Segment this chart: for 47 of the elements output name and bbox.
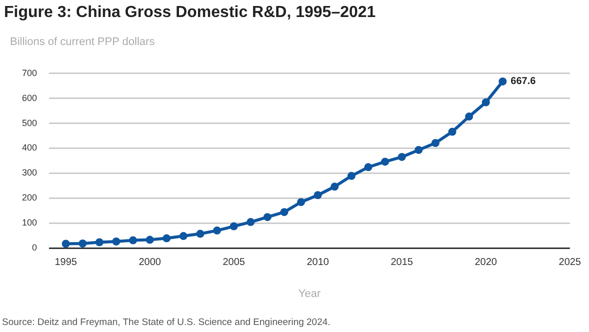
point xyxy=(280,208,288,216)
point xyxy=(498,77,507,86)
x-tick-label: 2005 xyxy=(222,256,246,268)
point xyxy=(414,146,423,154)
point xyxy=(95,238,104,246)
point xyxy=(330,182,339,191)
point xyxy=(347,172,356,180)
point xyxy=(112,238,120,246)
y-tick-label: 300 xyxy=(22,168,38,178)
y-tick-label: 600 xyxy=(22,92,38,103)
x-tick-label: 2010 xyxy=(306,256,330,268)
point xyxy=(314,191,322,200)
point xyxy=(381,158,390,166)
source-note: Source: Deitz and Freyman, The State of U.S. Science and Engineering 2024. xyxy=(2,317,330,328)
point xyxy=(465,112,474,121)
point xyxy=(78,240,87,248)
y-tick-label: 100 xyxy=(22,218,38,228)
point xyxy=(263,213,272,222)
y-tick-label: 700 xyxy=(22,68,38,78)
point xyxy=(129,236,138,244)
x-tick-label: 2000 xyxy=(138,256,162,268)
y-axis-title: Billions of current PPP dollars xyxy=(10,36,155,48)
point xyxy=(62,240,70,248)
point xyxy=(213,226,222,235)
point xyxy=(179,232,188,240)
point xyxy=(297,198,306,206)
point xyxy=(431,138,440,147)
point xyxy=(146,236,154,244)
y-tick-label: 0 xyxy=(32,242,38,252)
data-label: 667.6 xyxy=(510,76,536,88)
point xyxy=(230,222,238,230)
point xyxy=(398,152,406,161)
x-tick-label: 1995 xyxy=(54,256,78,268)
x-tick-label: 2020 xyxy=(474,256,498,268)
x-axis-title: Year xyxy=(297,288,322,300)
x-tick-label: 2015 xyxy=(390,256,414,268)
x-tick-label: 2025 xyxy=(558,256,582,268)
point xyxy=(364,163,372,172)
point xyxy=(482,98,490,106)
point xyxy=(448,128,456,136)
point xyxy=(246,218,255,226)
y-tick-label: 500 xyxy=(22,118,38,128)
y-tick-label: 400 xyxy=(22,142,38,153)
point xyxy=(196,230,204,238)
point xyxy=(162,234,171,242)
chart-title: Figure 3: China Gross Domestic R&D, 1995–2021 xyxy=(4,4,376,22)
y-tick-label: 200 xyxy=(22,192,38,203)
